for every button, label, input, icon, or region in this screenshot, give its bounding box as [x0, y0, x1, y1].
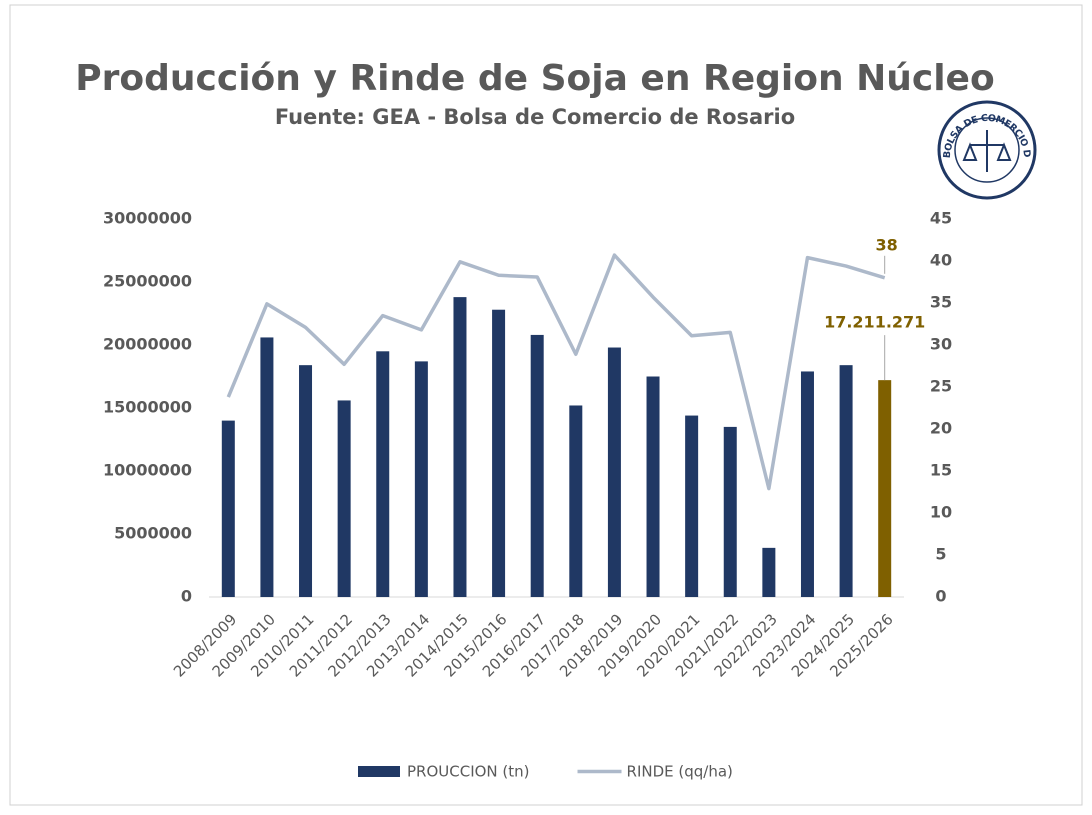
legend-label: PROUCCION (tn)	[407, 763, 530, 781]
line	[226, 253, 886, 491]
logo-inner	[954, 117, 1020, 183]
bar	[569, 405, 583, 597]
y2-tick-label: 5	[935, 545, 946, 564]
y-tick-label: 25000000	[103, 272, 192, 291]
bar	[685, 415, 699, 597]
y2-tick-label: 40	[930, 251, 952, 270]
logo-scale	[962, 130, 1012, 172]
bar	[723, 426, 737, 597]
y2-tick-label: 15	[930, 461, 952, 480]
y-tick-label: 0	[181, 587, 192, 606]
chart-title: Producción y Rinde de Soja en Region Núc…	[75, 58, 994, 99]
bar	[414, 361, 428, 597]
y2-tick-label: 20	[930, 419, 952, 438]
y2-tick-label: 45	[930, 209, 952, 228]
y2-tick-label: 35	[930, 293, 952, 312]
y2-tick-label: 10	[930, 503, 952, 522]
bar	[299, 365, 313, 597]
bar	[646, 376, 660, 597]
legend-swatch	[358, 766, 400, 777]
value-label: 17.211.271	[824, 313, 925, 332]
bar	[221, 420, 235, 597]
bar	[839, 365, 853, 597]
bar	[762, 547, 776, 597]
bar	[607, 347, 621, 597]
legend-label: RINDE (qq/ha)	[627, 763, 733, 781]
y-tick-label: 10000000	[103, 461, 192, 480]
chart-frame	[9, 4, 1083, 806]
y2-tick-label: 30	[930, 335, 952, 354]
bar	[376, 351, 390, 597]
bar	[878, 380, 892, 597]
bar	[800, 371, 814, 597]
bar	[530, 334, 544, 597]
bar	[492, 309, 506, 597]
y-tick-label: 5000000	[114, 524, 192, 543]
y-tick-label: 15000000	[103, 398, 192, 417]
y2-tick-label: 25	[930, 377, 952, 396]
bar	[453, 297, 467, 597]
value-label: 38	[876, 235, 898, 254]
y-tick-label: 20000000	[103, 335, 192, 354]
bar	[260, 337, 274, 597]
chart-subtitle: Fuente: GEA - Bolsa de Comercio de Rosar…	[275, 105, 795, 129]
bar	[337, 400, 351, 597]
y-tick-label: 30000000	[103, 209, 192, 228]
y2-tick-label: 0	[935, 587, 946, 606]
